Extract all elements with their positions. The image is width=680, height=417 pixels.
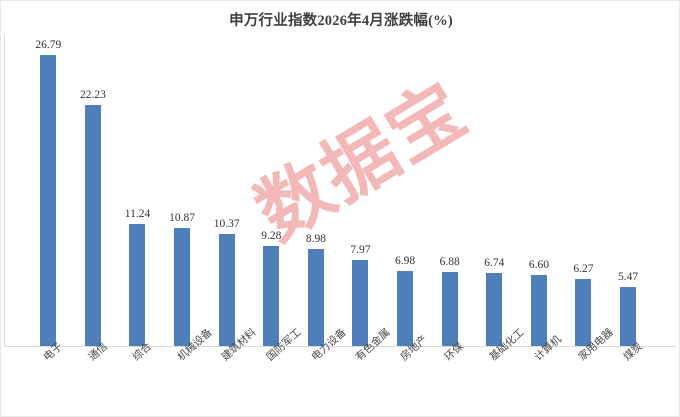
x-tick-label-slot: 建筑材料: [204, 326, 259, 416]
bar[interactable]: [352, 260, 369, 347]
x-tick-label-slot: 电力设备: [294, 326, 348, 416]
bar-value-label: 22.23: [79, 88, 106, 101]
bar-group: 10.87: [160, 35, 205, 347]
bar[interactable]: [620, 287, 637, 347]
bar-value-label: 7.97: [350, 244, 371, 257]
bar-group: 6.60: [517, 35, 562, 347]
x-tick-label-slot: 煤炭: [606, 340, 651, 416]
y-axis-line: [4, 35, 5, 347]
bar-group: 22.23: [71, 35, 116, 347]
x-tick-label-slot: 家用电器: [561, 326, 616, 416]
x-tick-label-slot: 环保: [427, 340, 472, 416]
bar[interactable]: [397, 270, 414, 347]
x-tick-label-slot: 房地产: [383, 333, 429, 416]
bar-value-label: 6.27: [573, 262, 594, 275]
x-tick-label-slot: 综合: [115, 340, 160, 416]
bar[interactable]: [441, 271, 458, 347]
bar-value-label: 6.74: [484, 257, 505, 270]
bar-value-label: 6.60: [528, 259, 549, 271]
bar[interactable]: [575, 278, 592, 347]
bar[interactable]: [530, 275, 547, 347]
bar[interactable]: [486, 273, 503, 347]
x-tick-label-slot: 有色金属: [338, 326, 393, 416]
bar-value-label: 6.98: [395, 254, 416, 267]
bar[interactable]: [40, 54, 57, 347]
x-axis-line: [4, 346, 676, 347]
bar-group: 5.47: [606, 35, 651, 347]
x-tick-label-slot: 基础化工: [472, 326, 526, 416]
bar-value-label: 10.87: [169, 212, 196, 225]
bar-group: 8.98: [294, 35, 339, 347]
bar-group: 6.74: [472, 35, 517, 347]
bar[interactable]: [129, 224, 146, 347]
bar-group: 11.24: [115, 35, 160, 347]
bar-group: 6.98: [383, 35, 428, 347]
bar-group: 26.79: [26, 35, 71, 347]
chart-title: 申万行业指数2026年4月涨跌幅(%): [229, 13, 453, 29]
x-tick-label-slot: 通信: [71, 340, 116, 416]
x-tick-label-slot: 机械设备: [160, 326, 214, 416]
x-tick-label-slot: 国防军工: [249, 326, 303, 416]
bar-value-label: 11.24: [124, 208, 151, 221]
bar-value-label: 5.47: [618, 271, 639, 284]
bar-group: 6.88: [427, 35, 472, 347]
x-tick-label-slot: 计算机: [517, 333, 563, 416]
bar[interactable]: [263, 245, 280, 347]
bar-group: 10.37: [204, 35, 249, 347]
bar-group: 9.28: [249, 35, 294, 347]
plot-area: 26.79 22.23 11.24 10.87 10.37 9.28 8.98 7.97 6.9…: [4, 35, 678, 347]
bar[interactable]: [218, 233, 235, 347]
bar-value-label: 10.37: [213, 217, 240, 230]
x-axis-tick-labels: 电子 通信 综合 机械设备 建筑材料 国防军工 电力设备 有色金属 房地产 环保 基础化工 计算机 家用…: [4, 326, 676, 416]
bar[interactable]: [307, 249, 324, 347]
bar-value-label: 9.28: [261, 229, 282, 242]
bar-group: 6.27: [561, 35, 606, 347]
bar-value-label: 26.79: [35, 38, 62, 51]
bar-value-label: 8.98: [305, 233, 326, 246]
x-tick-label-slot: 电子: [26, 340, 71, 416]
bar-group: 7.97: [338, 35, 383, 347]
bar-value-label: 6.88: [439, 255, 460, 268]
bar[interactable]: [174, 228, 191, 347]
bar[interactable]: [84, 104, 101, 347]
